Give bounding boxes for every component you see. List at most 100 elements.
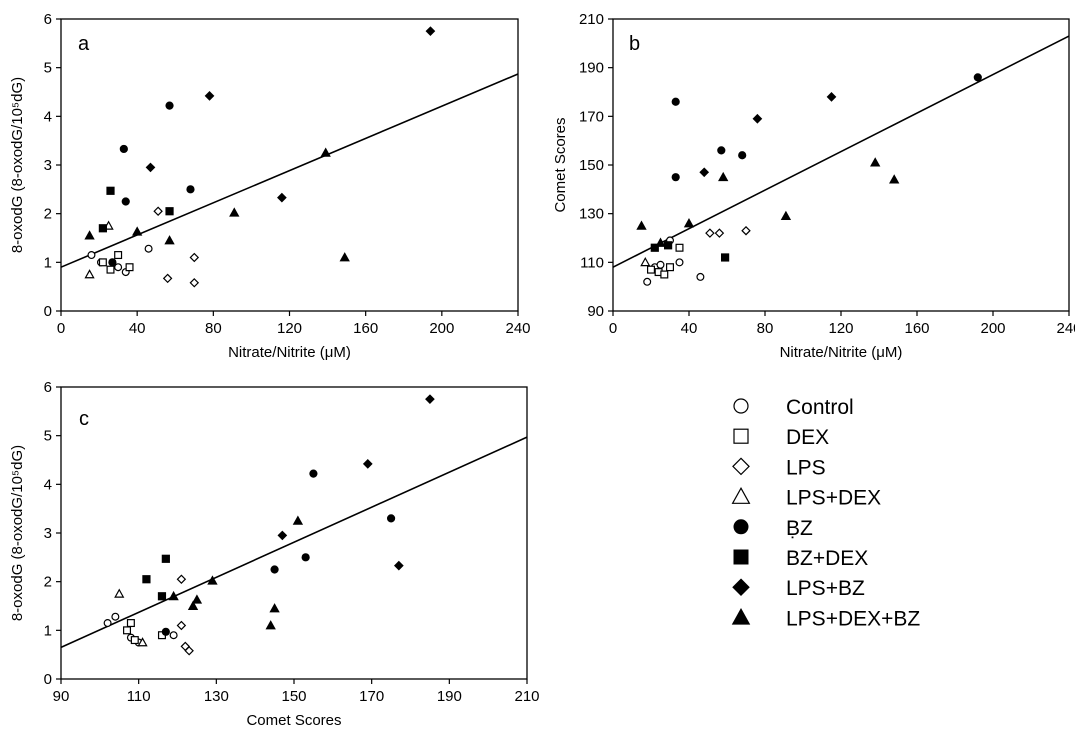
series-bz-dex (98, 186, 174, 233)
data-point (265, 620, 276, 630)
x-tick-label: 170 (359, 688, 384, 705)
y-tick-label: 6 (44, 379, 52, 396)
data-point (189, 278, 200, 288)
legend-item: Control (733, 396, 854, 419)
y-tick-label: 150 (579, 157, 604, 174)
y-axis-label: 8-oxodG (8-oxodG/10⁵dG) (9, 77, 26, 253)
legend-marker (733, 428, 749, 444)
data-point (683, 218, 695, 228)
data-point (161, 627, 170, 636)
legend-marker (732, 457, 750, 476)
y-tick-label: 90 (587, 303, 604, 320)
data-point (826, 92, 837, 102)
data-point (301, 553, 310, 562)
x-tick-label: 0 (57, 320, 65, 337)
series-bz-dex (142, 554, 170, 601)
data-point (671, 173, 680, 182)
data-point (320, 147, 331, 157)
data-point (717, 146, 726, 155)
data-point (84, 230, 95, 240)
data-point (292, 515, 304, 525)
data-point (229, 207, 240, 217)
data-point (87, 251, 96, 260)
data-point (204, 91, 215, 101)
data-point (98, 224, 107, 233)
panel-letter: a (78, 33, 90, 55)
legend-item: LPS+DEX+BZ (731, 607, 920, 630)
y-tick-label: 3 (44, 157, 52, 174)
x-tick-label: 150 (281, 688, 306, 705)
data-point (386, 514, 396, 523)
data-point (121, 197, 130, 206)
chart-panel-c: 90 110 130 150 170 190 210 0 1 2 3 4 5 6 Comet Scores 8… (9, 379, 540, 729)
data-point (643, 277, 652, 286)
data-point (973, 73, 982, 82)
data-point (362, 459, 373, 469)
regression-line (60, 436, 528, 649)
series-lps-dex (640, 257, 651, 267)
data-point (106, 186, 115, 195)
data-point (126, 619, 135, 628)
x-tick-label: 240 (505, 320, 530, 337)
x-tick-label: 200 (429, 320, 454, 337)
data-point (123, 626, 132, 635)
data-point (655, 237, 666, 247)
y-tick-label: 1 (44, 622, 52, 639)
y-tick-label: 0 (44, 671, 52, 688)
data-point (664, 241, 673, 250)
series-lps-bz (277, 394, 435, 571)
legend-marker (731, 486, 751, 504)
legend-marker (731, 607, 751, 625)
data-point (106, 265, 115, 274)
legend-label: LPS+DEX+BZ (786, 607, 920, 630)
data-point (309, 469, 318, 478)
data-point (114, 588, 125, 598)
data-point (699, 167, 710, 178)
data-point (752, 113, 763, 124)
data-point (176, 620, 187, 631)
panel-letter: b (629, 33, 640, 55)
data-point (186, 185, 195, 194)
y-tick-label: 5 (44, 428, 52, 445)
data-point (780, 210, 792, 221)
legend-marker (733, 398, 749, 414)
x-tick-label: 120 (828, 320, 853, 337)
y-tick-label: 5 (44, 60, 52, 77)
regression-line (60, 73, 519, 268)
series-lps (176, 574, 194, 656)
x-tick-label: 80 (757, 320, 774, 337)
data-point (714, 228, 725, 238)
data-point (277, 530, 288, 541)
data-point (119, 144, 128, 154)
data-point (111, 612, 120, 621)
data-point (277, 192, 287, 203)
data-point (168, 590, 179, 601)
data-point (98, 258, 107, 267)
x-axis-label: Nitrate/Nitrite (μM) (780, 344, 903, 361)
y-tick-label: 190 (579, 60, 604, 77)
legend-marker (733, 519, 749, 535)
legend-item: LPS+DEX (731, 486, 881, 510)
data-point (165, 101, 174, 110)
legend-label: LPS (786, 456, 826, 479)
series-lps-dex-bz (84, 147, 350, 262)
legend-item: ḄZ (733, 517, 813, 540)
data-point (114, 263, 123, 272)
y-tick-label: 6 (44, 11, 52, 28)
series-lps (153, 206, 200, 288)
data-point (671, 97, 680, 106)
y-tick-label: 210 (579, 11, 604, 28)
legend-marker (733, 549, 749, 565)
data-point (889, 174, 900, 184)
data-point (660, 270, 669, 279)
y-axis-label: 8-oxodG (8-oxodG/10⁵dG) (9, 445, 26, 621)
x-tick-label: 110 (127, 688, 151, 705)
data-point (142, 575, 151, 584)
data-point (270, 565, 279, 574)
data-point (153, 206, 163, 216)
data-point (640, 257, 651, 267)
data-point (114, 251, 123, 260)
x-tick-label: 200 (980, 320, 1005, 337)
y-tick-label: 110 (580, 254, 604, 271)
x-tick-label: 160 (904, 320, 929, 337)
